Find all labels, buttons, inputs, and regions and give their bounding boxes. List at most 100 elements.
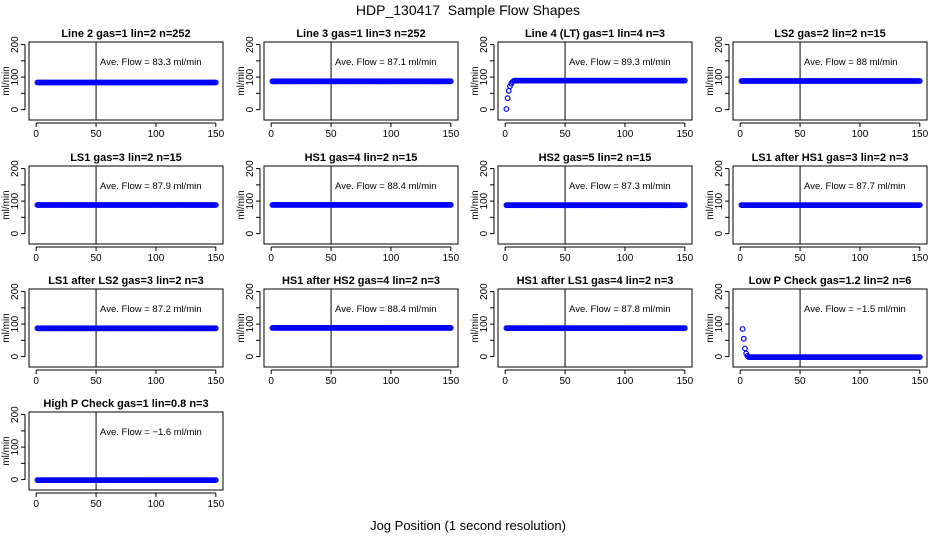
x-tick-label: 100 — [852, 253, 869, 264]
x-tick-label: 0 — [33, 253, 39, 264]
y-tick-label: 0 — [245, 353, 256, 359]
y-tick-label: 100 — [714, 68, 725, 85]
y-axis-title: ml/min — [705, 66, 716, 95]
x-tick-label: 150 — [911, 253, 928, 264]
x-tick-label: 50 — [90, 376, 102, 387]
y-tick-label: 200 — [10, 283, 21, 300]
x-tick-label: 50 — [559, 376, 571, 387]
panel-title: LS1 after LS2 gas=3 lin=2 n=3 — [48, 275, 204, 287]
panel-10: HS1 after HS2 gas=4 lin=2 n=3 0 50 100 150 0 1… — [236, 275, 460, 387]
data-point — [212, 79, 219, 86]
panel-title: LS1 after HS1 gas=3 lin=2 n=3 — [752, 152, 909, 164]
average-flow-annotation: Ave. Flow = 87.8 ml/min — [569, 304, 670, 315]
y-tick-label: 100 — [479, 192, 490, 209]
panel-title: Low P Check gas=1.2 lin=2 n=6 — [749, 275, 912, 287]
x-tick-label: 150 — [207, 499, 224, 510]
average-flow-annotation: Ave. Flow = 87.3 ml/min — [569, 181, 670, 192]
y-axis-title: ml/min — [705, 313, 716, 342]
y-tick-label: 0 — [10, 353, 21, 359]
plot-frame — [732, 165, 928, 245]
data-series — [269, 325, 454, 331]
x-tick-label: 0 — [502, 129, 508, 140]
data-series — [269, 78, 454, 85]
data-point — [447, 78, 454, 85]
y-tick-label: 100 — [245, 68, 256, 85]
y-tick-label: 100 — [479, 68, 490, 85]
y-axis-title: ml/min — [236, 190, 247, 219]
plot-frame — [263, 165, 459, 245]
y-tick-label: 0 — [479, 353, 490, 359]
average-flow-annotation: Ave. Flow = 89.3 ml/min — [569, 57, 670, 68]
x-tick-label: 0 — [268, 129, 274, 140]
panel-6: HS1 gas=4 lin=2 n=15 0 50 100 150 0 100 200 ml/m… — [236, 152, 460, 264]
data-point — [505, 87, 512, 94]
x-tick-label: 150 — [442, 253, 459, 264]
data-point — [916, 202, 923, 209]
figure-title: HDP_130417 Sample Flow Shapes — [355, 2, 581, 18]
x-tick-label: 0 — [268, 376, 274, 387]
plot-frame — [497, 165, 693, 245]
data-series — [503, 77, 688, 112]
plot-frame — [28, 41, 224, 121]
panel-13: High P Check gas=1 lin=0.8 n=3 0 50 100 150 0… — [1, 398, 225, 510]
average-flow-annotation: Ave. Flow = −1.5 ml/min — [804, 304, 906, 315]
data-series — [503, 202, 688, 209]
plot-frame — [28, 288, 224, 368]
panel-1: Line 2 gas=1 lin=2 n=252 0 50 100 150 0 100 200… — [1, 28, 225, 140]
data-series — [738, 78, 923, 84]
y-tick-label: 200 — [479, 283, 490, 300]
x-tick-label: 100 — [383, 376, 400, 387]
x-tick-label: 0 — [33, 376, 39, 387]
y-tick-label: 200 — [10, 406, 21, 423]
y-axis-title: ml/min — [236, 313, 247, 342]
data-point — [916, 354, 923, 361]
y-tick-label: 200 — [10, 36, 21, 53]
y-tick-label: 0 — [10, 230, 21, 236]
x-tick-label: 100 — [148, 129, 165, 140]
plot-frame — [497, 41, 693, 121]
data-point — [681, 77, 688, 84]
y-tick-label: 100 — [10, 192, 21, 209]
y-tick-label: 0 — [479, 106, 490, 112]
x-tick-label: 50 — [559, 129, 571, 140]
x-tick-label: 100 — [617, 253, 634, 264]
y-tick-label: 0 — [714, 106, 725, 112]
data-point — [503, 106, 510, 112]
x-tick-label: 50 — [90, 499, 102, 510]
y-tick-label: 200 — [479, 36, 490, 53]
x-tick-label: 0 — [33, 129, 39, 140]
x-tick-label: 50 — [559, 253, 571, 264]
x-tick-label: 150 — [207, 129, 224, 140]
data-series — [503, 325, 688, 332]
y-tick-label: 0 — [714, 353, 725, 359]
x-tick-label: 150 — [911, 129, 928, 140]
average-flow-annotation: Ave. Flow = 87.9 ml/min — [100, 181, 201, 192]
x-tick-label: 150 — [676, 129, 693, 140]
x-tick-label: 50 — [325, 376, 337, 387]
y-tick-label: 100 — [10, 438, 21, 455]
x-tick-label: 50 — [325, 253, 337, 264]
y-tick-label: 200 — [714, 283, 725, 300]
y-tick-label: 200 — [245, 283, 256, 300]
y-axis-title: ml/min — [470, 190, 481, 219]
data-point — [212, 477, 219, 484]
panel-12: Low P Check gas=1.2 lin=2 n=6 0 50 100 150 0 1… — [705, 275, 929, 387]
y-axis-title: ml/min — [1, 436, 12, 465]
y-axis-title: ml/min — [1, 313, 12, 342]
y-axis-title: ml/min — [1, 66, 12, 95]
panel-title: High P Check gas=1 lin=0.8 n=3 — [43, 398, 208, 410]
x-tick-label: 100 — [383, 253, 400, 264]
x-tick-label: 150 — [207, 376, 224, 387]
x-tick-label: 0 — [502, 253, 508, 264]
y-tick-label: 0 — [714, 230, 725, 236]
x-tick-label: 100 — [148, 376, 165, 387]
y-tick-label: 100 — [714, 315, 725, 332]
average-flow-annotation: Ave. Flow = −1.6 ml/min — [100, 427, 202, 438]
x-tick-label: 50 — [90, 253, 102, 264]
x-tick-label: 0 — [737, 376, 743, 387]
data-point — [742, 345, 748, 352]
average-flow-annotation: Ave. Flow = 87.7 ml/min — [804, 181, 905, 192]
panel-4: LS2 gas=2 lin=2 n=15 0 50 100 150 0 100 200 ml/m… — [705, 28, 929, 140]
panel-title: Line 2 gas=1 lin=2 n=252 — [61, 28, 190, 40]
data-series — [34, 202, 219, 208]
